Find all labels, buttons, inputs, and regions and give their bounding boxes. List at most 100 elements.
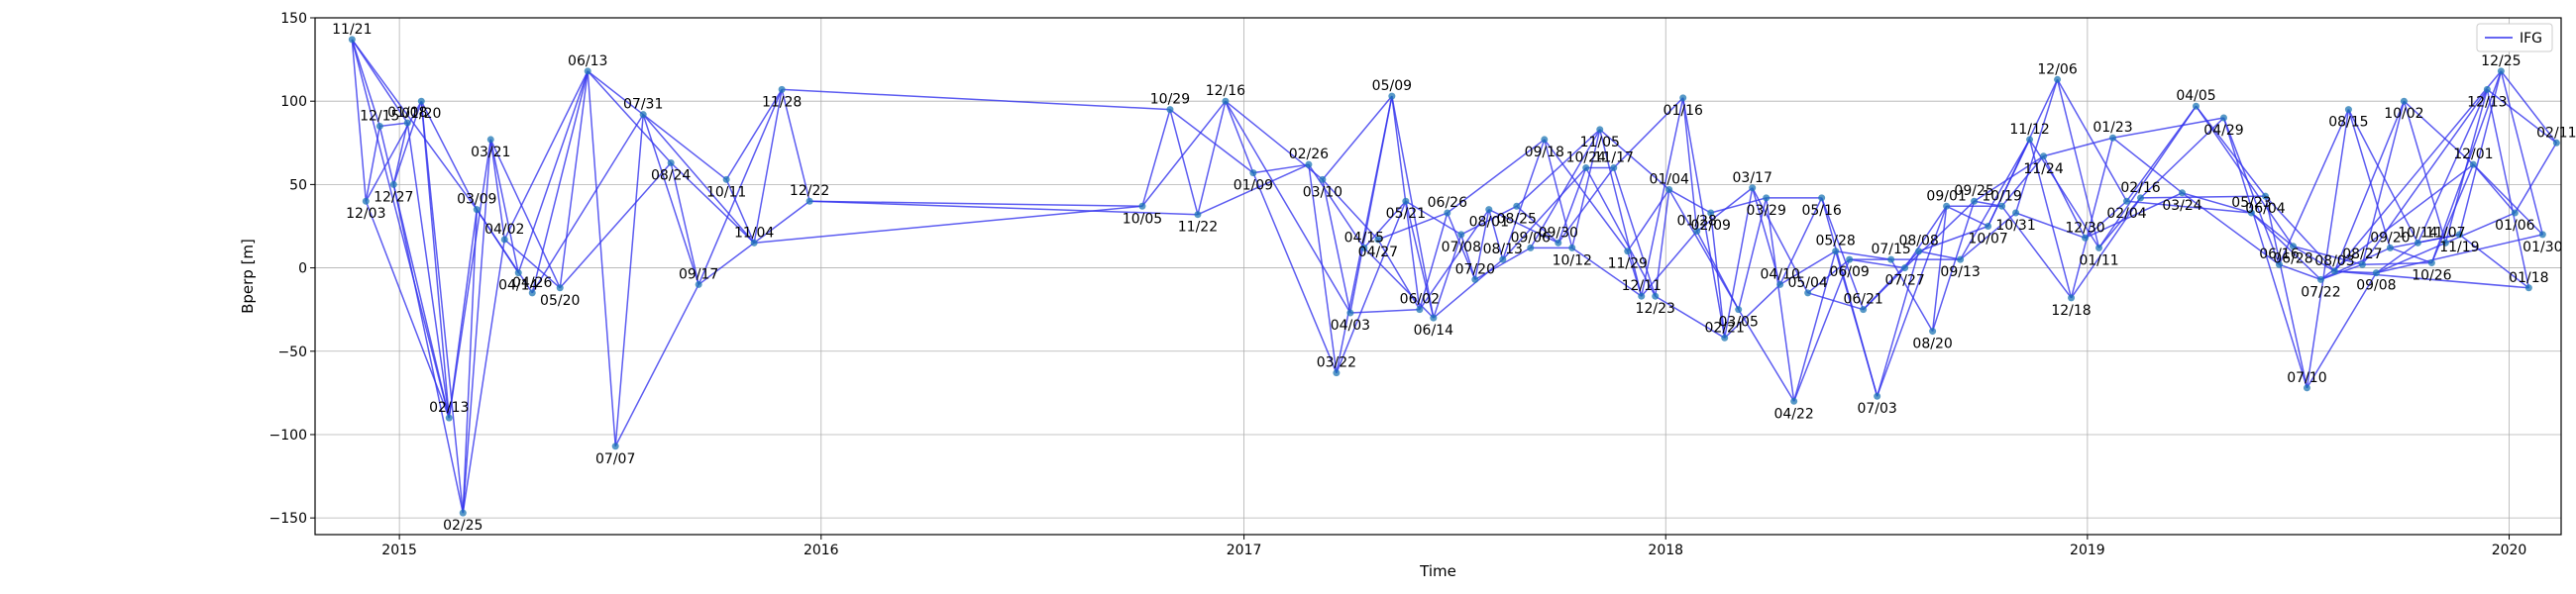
acquisition-point (1527, 244, 1535, 251)
acquisition-point (1416, 306, 1424, 314)
acquisition-date-label: 09/18 (1525, 145, 1564, 160)
x-tick-label: 2016 (804, 543, 839, 558)
acquisition-date-label: 07/27 (1884, 273, 1924, 289)
ifg-edge (614, 114, 644, 446)
acquisition-date-label: 11/04 (734, 225, 774, 241)
acquisition-date-label: 06/21 (1843, 292, 1882, 308)
ifg-edge (1723, 187, 1754, 339)
acquisition-point (695, 280, 702, 288)
ifg-edge (2486, 88, 2557, 144)
acquisition-date-label: 01/30 (2522, 240, 2562, 255)
acquisition-point (2303, 384, 2310, 392)
ifg-edge (365, 126, 381, 202)
acquisition-date-label: 12/27 (374, 189, 413, 205)
ifg-edge (2375, 242, 2418, 274)
acquisition-date-label: 06/16 (2259, 247, 2299, 262)
acquisition-point (584, 67, 591, 75)
acquisition-date-label: 09/20 (2370, 230, 2410, 246)
acquisition-point (1707, 209, 1715, 217)
acquisition-date-label: 02/21 (1705, 320, 1745, 336)
acquisition-point (805, 197, 813, 205)
acquisition-point (445, 414, 453, 422)
ifg-edge (754, 205, 1143, 245)
acquisition-date-label: 10/31 (1995, 218, 2035, 234)
y-tick-label: −100 (269, 428, 307, 444)
acquisition-point (1874, 392, 1881, 400)
acquisition-point (1402, 197, 1410, 205)
acquisition-point (1638, 292, 1646, 300)
acquisition-point (2497, 67, 2505, 75)
acquisition-point (1998, 202, 2006, 210)
ifg-edge (1516, 129, 1601, 207)
ifg-edge (2264, 195, 2335, 272)
ifg-edge (1737, 197, 1768, 310)
ifg-edge (1765, 197, 1795, 402)
y-tick-label: −150 (269, 511, 307, 527)
ifg-edge (2430, 163, 2475, 263)
ifg-edge (1530, 129, 1601, 248)
acquisition-date-label: 11/07 (2425, 225, 2465, 241)
ifg-edge (2320, 247, 2391, 281)
acquisition-date-label: 02/09 (1691, 218, 1731, 234)
ifg-edge (1599, 129, 1643, 297)
ifg-edge (1585, 167, 1657, 297)
ifg-edge (2014, 79, 2059, 214)
ifg-edge (2028, 139, 2073, 299)
acquisition-date-label: 06/14 (1414, 323, 1453, 339)
ifg-edge (351, 39, 408, 124)
acquisition-date-label: 09/25 (1954, 183, 1993, 199)
ifg-edge (1779, 197, 1823, 285)
acquisition-point (2469, 160, 2477, 168)
acquisition-date-label: 12/15 (360, 108, 399, 124)
ifg-edge (1918, 250, 1961, 260)
y-tick-label: 50 (289, 177, 307, 193)
acquisition-point (2483, 85, 2491, 93)
ifg-edge (587, 70, 672, 164)
acquisition-point (1444, 209, 1451, 217)
acquisition-date-label: 04/27 (1358, 245, 1398, 260)
ifg-edge (1655, 295, 1726, 339)
ifg-edge (1488, 209, 1504, 260)
ifg-edge (1627, 250, 1643, 297)
acquisition-date-label: 02/13 (429, 400, 469, 416)
ifg-edge (2278, 109, 2350, 265)
acquisition-point (2372, 269, 2380, 277)
ifg-edge (1141, 109, 1171, 207)
ifg-edge (1488, 208, 1559, 244)
ifg-edge (531, 70, 589, 294)
ifg-edge (406, 122, 451, 419)
x-tick-label: 2019 (2070, 543, 2105, 558)
x-tick-label: 2017 (1227, 543, 1262, 558)
acquisition-date-label: 12/25 (2481, 53, 2521, 69)
ifg-edge (1820, 197, 1865, 310)
acquisition-date-label: 07/10 (2287, 370, 2326, 386)
ifg-edge (1986, 78, 2059, 227)
ifg-edge (2458, 234, 2529, 289)
ifg-edge (2279, 263, 2321, 281)
acquisition-point (1346, 309, 1354, 317)
acquisition-point (2330, 267, 2338, 275)
ifg-edge (1681, 97, 1726, 339)
ifg-edge (1197, 163, 1310, 216)
ifg-edge (2140, 195, 2266, 199)
ifg-edge (781, 89, 810, 202)
acquisition-date-label: 10/19 (1982, 188, 2021, 204)
ifg-edge (1709, 212, 1726, 339)
acquisition-point (1693, 228, 1701, 236)
acquisition-point (722, 175, 730, 183)
acquisition-point (389, 180, 397, 188)
ifg-edge (2500, 70, 2557, 144)
ifg-edge (642, 114, 755, 244)
acquisition-date-label: 04/03 (1331, 318, 1370, 334)
ifg-edge (1502, 167, 1587, 260)
acquisition-point (1360, 244, 1368, 251)
ifg-edge (2361, 101, 2406, 265)
ifg-edge (1710, 197, 1767, 214)
y-tick-label: 150 (280, 11, 307, 27)
ifg-edge (1349, 308, 1420, 314)
acquisition-point (403, 119, 411, 127)
acquisition-date-label: 06/26 (1428, 195, 1467, 211)
acquisition-date-label: 07/22 (2301, 284, 2340, 300)
acquisition-point (1610, 164, 1618, 172)
ifg-edge (587, 70, 727, 180)
